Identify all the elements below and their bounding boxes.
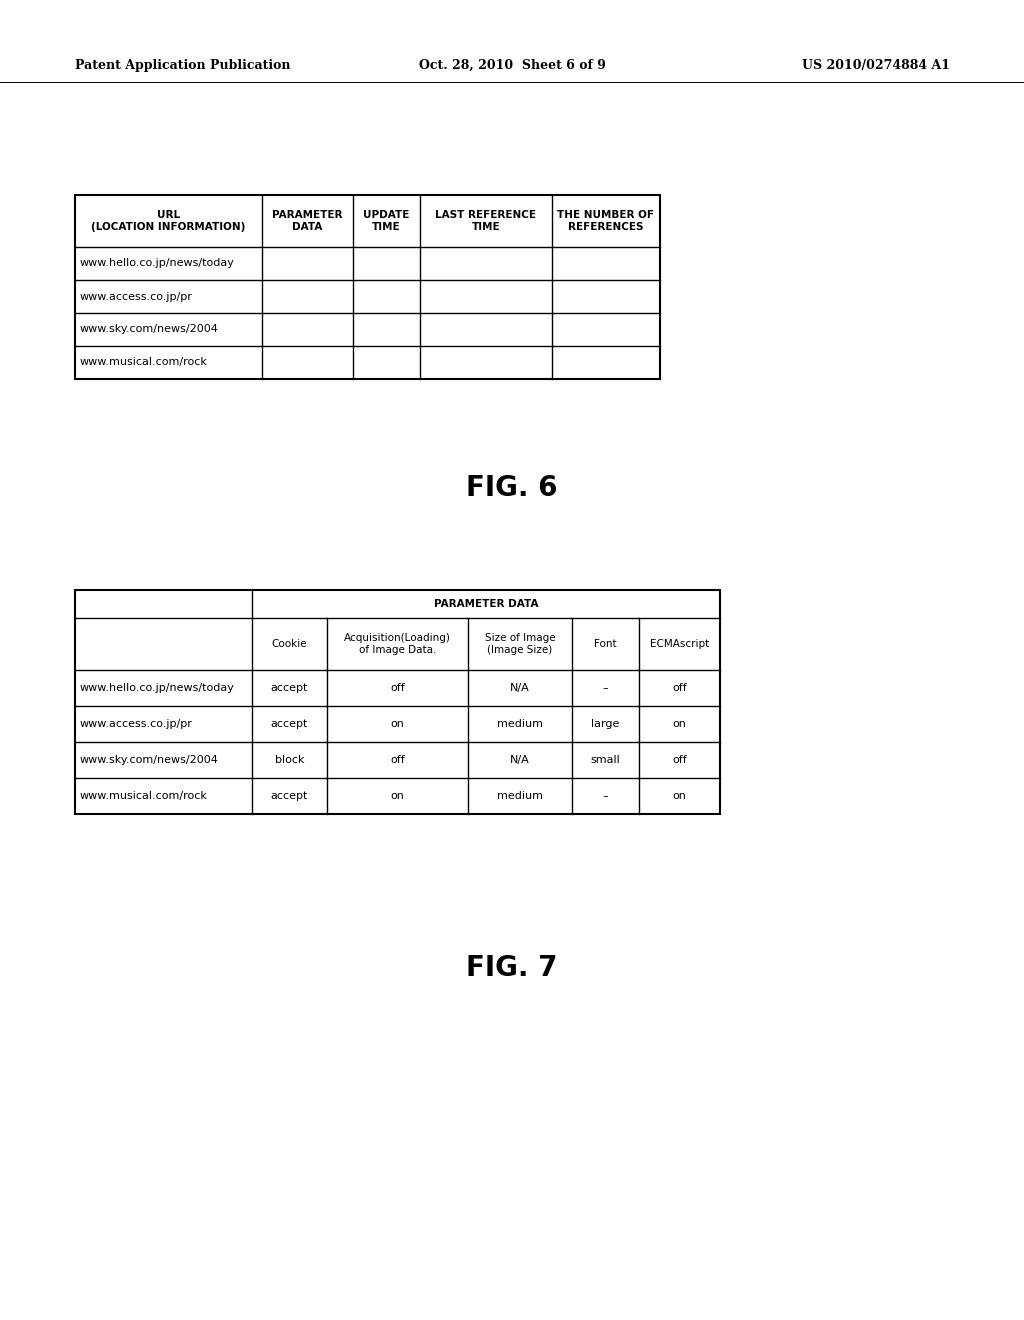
Text: medium: medium [497,719,543,729]
Text: on: on [390,719,404,729]
Text: FIG. 6: FIG. 6 [466,474,558,502]
Text: www.musical.com/rock: www.musical.com/rock [80,791,208,801]
Text: UPDATE
TIME: UPDATE TIME [364,210,410,232]
Text: Size of Image
(Image Size): Size of Image (Image Size) [484,632,555,655]
Text: –: – [603,791,608,801]
Text: ECMAscript: ECMAscript [650,639,710,649]
Text: Cookie: Cookie [271,639,307,649]
Text: –: – [603,682,608,693]
Text: off: off [390,755,404,766]
Text: medium: medium [497,791,543,801]
Text: off: off [390,682,404,693]
Text: off: off [673,682,687,693]
Text: small: small [591,755,621,766]
Text: www.hello.co.jp/news/today: www.hello.co.jp/news/today [80,682,234,693]
Text: PARAMETER
DATA: PARAMETER DATA [272,210,343,232]
Text: on: on [673,719,687,729]
Text: THE NUMBER OF
REFERENCES: THE NUMBER OF REFERENCES [557,210,654,232]
Text: accept: accept [270,719,308,729]
Text: large: large [591,719,620,729]
Text: N/A: N/A [510,682,530,693]
Bar [75,590,720,814]
Text: off: off [673,755,687,766]
Text: www.sky.com/news/2004: www.sky.com/news/2004 [80,325,219,334]
Text: www.access.co.jp/pr: www.access.co.jp/pr [80,719,193,729]
Text: on: on [390,791,404,801]
Text: LAST REFERENCE
TIME: LAST REFERENCE TIME [435,210,537,232]
Text: US 2010/0274884 A1: US 2010/0274884 A1 [802,58,950,71]
Bar [75,195,660,379]
Text: Acquisition(Loading)
of Image Data.: Acquisition(Loading) of Image Data. [344,632,451,655]
Text: Oct. 28, 2010  Sheet 6 of 9: Oct. 28, 2010 Sheet 6 of 9 [419,58,605,71]
Text: accept: accept [270,791,308,801]
Text: PARAMETER DATA: PARAMETER DATA [434,599,539,609]
Text: www.access.co.jp/pr: www.access.co.jp/pr [80,292,193,301]
Text: Font: Font [594,639,616,649]
Text: www.sky.com/news/2004: www.sky.com/news/2004 [80,755,219,766]
Text: accept: accept [270,682,308,693]
Text: FIG. 7: FIG. 7 [466,954,558,982]
Text: Patent Application Publication: Patent Application Publication [75,58,291,71]
Text: www.musical.com/rock: www.musical.com/rock [80,358,208,367]
Text: block: block [274,755,304,766]
Text: on: on [673,791,687,801]
Text: www.hello.co.jp/news/today: www.hello.co.jp/news/today [80,259,234,268]
Text: N/A: N/A [510,755,530,766]
Text: URL
(LOCATION INFORMATION): URL (LOCATION INFORMATION) [91,210,246,232]
